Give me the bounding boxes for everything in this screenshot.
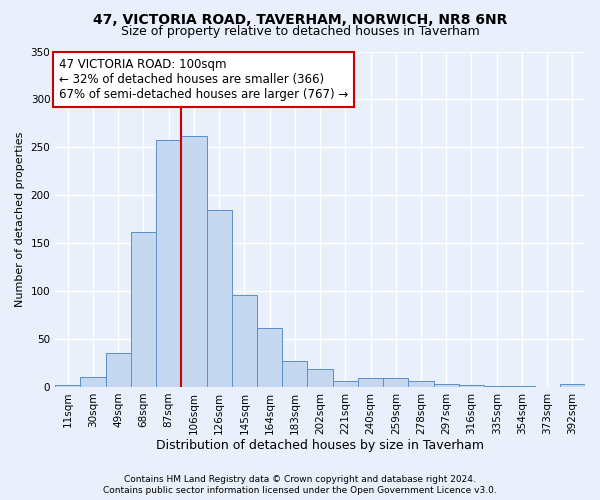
Bar bbox=[560, 384, 585, 387]
Bar bbox=[383, 378, 409, 387]
Bar bbox=[509, 386, 535, 387]
Text: Contains HM Land Registry data © Crown copyright and database right 2024.: Contains HM Land Registry data © Crown c… bbox=[124, 475, 476, 484]
Bar bbox=[156, 140, 181, 387]
Bar bbox=[80, 378, 106, 387]
Bar bbox=[307, 368, 332, 387]
Bar bbox=[282, 361, 307, 387]
Bar bbox=[206, 210, 232, 387]
Bar bbox=[257, 328, 282, 387]
Bar bbox=[131, 232, 156, 387]
Bar bbox=[459, 385, 484, 387]
Bar bbox=[181, 136, 206, 387]
Bar bbox=[232, 295, 257, 387]
Y-axis label: Number of detached properties: Number of detached properties bbox=[15, 132, 25, 307]
Text: 47 VICTORIA ROAD: 100sqm
← 32% of detached houses are smaller (366)
67% of semi-: 47 VICTORIA ROAD: 100sqm ← 32% of detach… bbox=[59, 58, 348, 101]
Bar bbox=[332, 381, 358, 387]
Bar bbox=[55, 385, 80, 387]
Text: Size of property relative to detached houses in Taverham: Size of property relative to detached ho… bbox=[121, 25, 479, 38]
Text: 47, VICTORIA ROAD, TAVERHAM, NORWICH, NR8 6NR: 47, VICTORIA ROAD, TAVERHAM, NORWICH, NR… bbox=[93, 12, 507, 26]
Bar bbox=[434, 384, 459, 387]
Bar bbox=[409, 381, 434, 387]
X-axis label: Distribution of detached houses by size in Taverham: Distribution of detached houses by size … bbox=[156, 440, 484, 452]
Bar bbox=[484, 386, 509, 387]
Text: Contains public sector information licensed under the Open Government Licence v3: Contains public sector information licen… bbox=[103, 486, 497, 495]
Bar bbox=[358, 378, 383, 387]
Bar bbox=[106, 354, 131, 387]
